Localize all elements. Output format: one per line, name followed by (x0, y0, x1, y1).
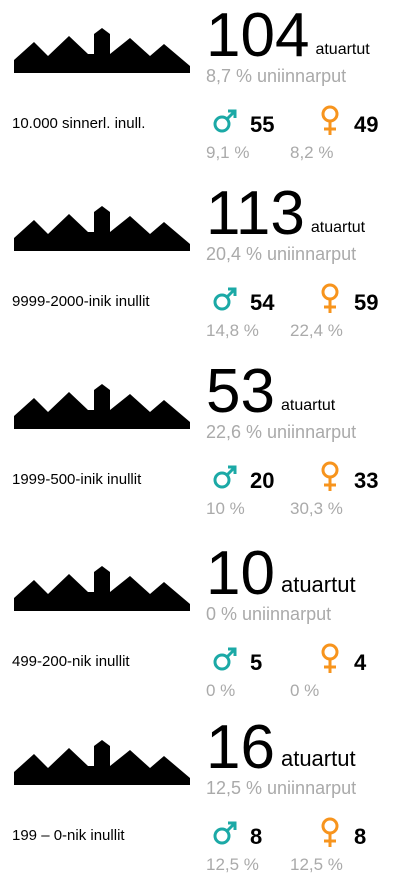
town-icon (14, 566, 190, 611)
row: 1999-500-inik inullit 53 atuartut 22,6 % un… (12, 357, 378, 518)
male-count: 8 (250, 824, 262, 849)
female-cross (324, 299, 336, 313)
row: 199 – 0-nik inullit 16 atuartut 12,5 % unii… (12, 713, 366, 874)
male-icon (213, 287, 237, 311)
female-share: 0 % (290, 681, 319, 700)
male-icon (213, 821, 237, 845)
male-circle (213, 653, 231, 671)
female-circle (321, 643, 339, 661)
town-icon (14, 384, 190, 429)
female-count: 49 (354, 112, 378, 137)
female-circle (321, 105, 339, 123)
share-text: 20,4 % uniinnarput (206, 244, 356, 264)
row-label: 1999-500-inik inullit (12, 471, 142, 488)
town-icon (14, 28, 190, 73)
male-share: 9,1 % (206, 143, 249, 162)
row-label: 499-200-nik inullit (12, 653, 130, 670)
town-icon (14, 740, 190, 785)
male-arrow (225, 287, 237, 299)
female-icon (321, 105, 339, 135)
female-cross (324, 477, 336, 491)
total-unit: atuartut (281, 746, 356, 771)
male-arrow (225, 821, 237, 833)
male-count: 55 (250, 112, 274, 137)
male-arrow (225, 647, 237, 659)
male-arrow (225, 109, 237, 121)
female-cross (324, 121, 336, 135)
share-text: 12,5 % uniinnarput (206, 778, 356, 798)
female-circle (321, 817, 339, 835)
male-share: 12,5 % (206, 855, 259, 874)
row: 9999-2000-inik inullit 113 atuartut 20,4 % … (12, 179, 378, 340)
female-share: 30,3 % (290, 499, 343, 518)
female-circle (321, 283, 339, 301)
total-count: 53 (206, 357, 275, 426)
row: 499-200-nik inullit 10 atuartut 0 % uniinna… (12, 539, 367, 700)
female-share: 22,4 % (290, 321, 343, 340)
male-arrow (225, 465, 237, 477)
total-unit: atuartut (281, 572, 356, 597)
female-icon (321, 643, 339, 673)
row-label: 9999-2000-inik inullit (12, 293, 150, 310)
total-count: 10 (206, 539, 275, 608)
female-circle (321, 461, 339, 479)
total-unit: atuartut (281, 397, 336, 414)
town-icon (14, 206, 190, 251)
total-unit: atuartut (315, 41, 370, 58)
male-icon (213, 465, 237, 489)
male-count: 20 (250, 468, 274, 493)
female-icon (321, 283, 339, 313)
male-share: 14,8 % (206, 321, 259, 340)
female-share: 8,2 % (290, 143, 333, 162)
row-label: 10.000 sinnerl. inull. (12, 115, 145, 132)
total-count: 16 (206, 713, 275, 782)
row: 10.000 sinnerl. inull. 104 atuartut 8,7 % u… (12, 1, 378, 162)
share-text: 0 % uniinnarput (206, 604, 331, 624)
female-cross (324, 833, 336, 847)
female-count: 59 (354, 290, 378, 315)
male-circle (213, 471, 231, 489)
male-circle (213, 827, 231, 845)
total-unit: atuartut (311, 219, 366, 236)
male-share: 0 % (206, 681, 235, 700)
female-cross (324, 659, 336, 673)
male-circle (213, 115, 231, 133)
female-icon (321, 461, 339, 491)
male-circle (213, 293, 231, 311)
total-count: 113 (206, 179, 305, 248)
share-text: 8,7 % uniinnarput (206, 66, 346, 86)
row-label: 199 – 0-nik inullit (12, 827, 125, 844)
male-share: 10 % (206, 499, 245, 518)
male-count: 5 (250, 650, 262, 675)
female-icon (321, 817, 339, 847)
male-icon (213, 109, 237, 133)
male-icon (213, 647, 237, 671)
total-count: 104 (206, 1, 309, 70)
female-share: 12,5 % (290, 855, 343, 874)
female-count: 33 (354, 468, 378, 493)
male-count: 54 (250, 290, 275, 315)
female-count: 4 (354, 650, 367, 675)
share-text: 22,6 % uniinnarput (206, 422, 356, 442)
female-count: 8 (354, 824, 366, 849)
